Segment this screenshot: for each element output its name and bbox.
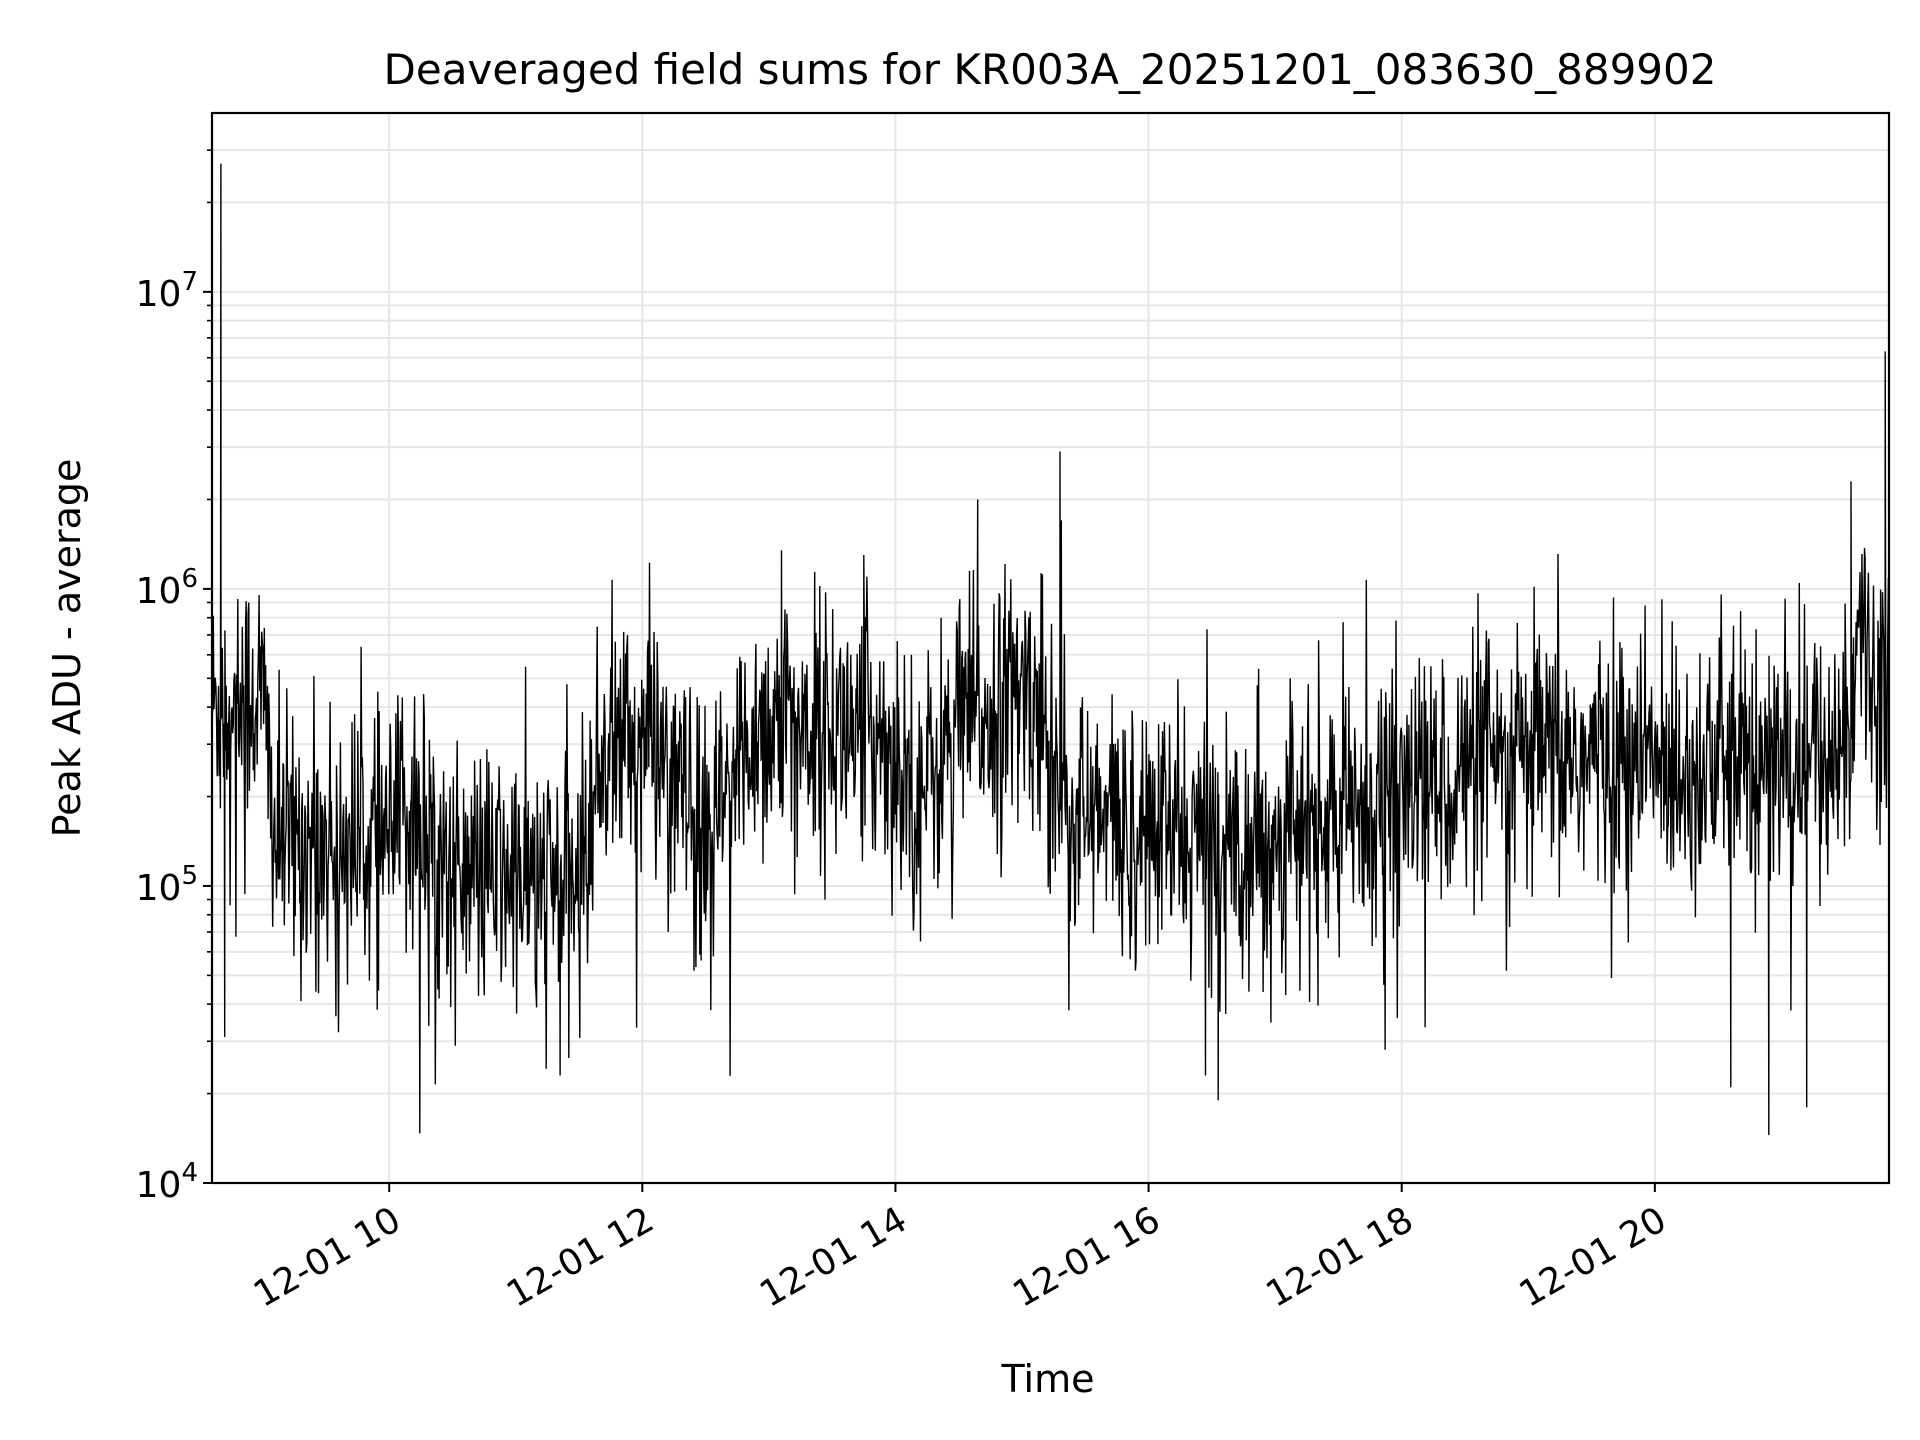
y-tick-exponent: 4 [181,1158,198,1188]
y-tick-label: 104 [136,1158,198,1206]
x-tick-label: 12-01 10 [247,1199,408,1315]
x-tick-label: 12-01 14 [753,1199,914,1315]
plot-area-frame [210,111,1891,1185]
x-axis-label: Time [1001,1357,1095,1401]
y-tick-exponent: 5 [181,861,198,891]
y-tick-base: 10 [136,868,182,909]
y-axis-label: Peak ADU - average [45,459,89,838]
x-tick-label: 12-01 12 [500,1199,661,1315]
y-tick-exponent: 7 [181,267,198,297]
series-line-path [211,163,1890,1136]
x-tick-label: 12-01 18 [1260,1199,1421,1315]
y-tick-base: 10 [136,274,182,315]
y-tick-exponent: 6 [181,564,198,594]
chart-title: Deaveraged field sums for KR003A_2025120… [384,45,1717,94]
x-axis-ticks: 12-01 10 12-01 12 12-01 14 12-01 16 12-01 18… [247,1183,1673,1316]
y-tick-label: 105 [136,861,198,909]
grid-lines [212,113,1889,1183]
x-tick-label: 12-01 20 [1513,1199,1674,1315]
y-tick-base: 10 [136,571,182,612]
x-tick-label: 12-01 16 [1006,1199,1167,1315]
series-line [211,163,1890,1136]
y-tick-label: 107 [136,267,198,315]
y-tick-base: 10 [136,1165,182,1206]
y-tick-label: 106 [136,564,198,612]
